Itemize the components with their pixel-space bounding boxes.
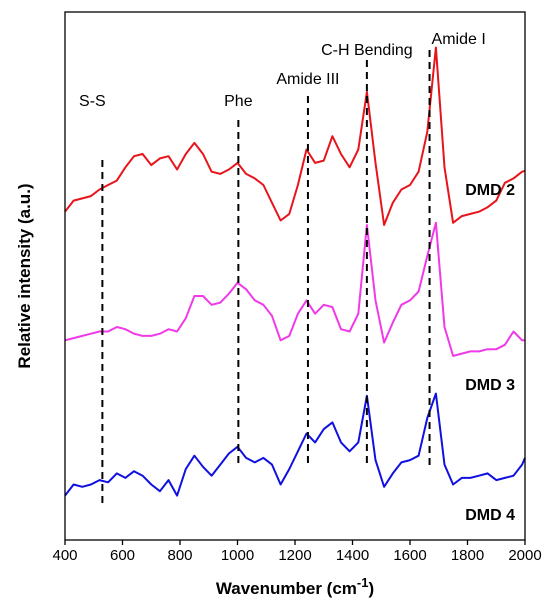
series-layer: DMD 2 DMD 3 DMD 4 — [65, 48, 525, 525]
x-tick-label: 1200 — [278, 547, 311, 564]
x-tick-label: 1400 — [336, 547, 369, 564]
annotation-label-amide-i: Amide I — [432, 31, 486, 48]
series-label-dmd-3: DMD 3 — [465, 377, 515, 394]
annotation-label-phe: Phe — [224, 93, 253, 110]
annotation-label-s-s: S-S — [79, 93, 106, 110]
x-tick-label: 800 — [167, 547, 192, 564]
annotation-label-amide-iii: Amide III — [276, 71, 339, 88]
x-tick-label: 1600 — [393, 547, 426, 564]
x-tick-label: 600 — [110, 547, 135, 564]
series-line-dmd-4 — [65, 394, 525, 496]
annotation-label-c-h-bending: C-H Bending — [321, 42, 413, 59]
x-axis-label-main: Wavenumber (cm — [216, 579, 357, 598]
series-label-dmd-2: DMD 2 — [465, 182, 515, 199]
x-tick-label: 1000 — [221, 547, 254, 564]
series-label-dmd-4: DMD 4 — [465, 507, 515, 524]
y-axis-label: Relative intensity (a.u.) — [15, 183, 34, 368]
x-tick-label: 1800 — [451, 547, 484, 564]
series-line-dmd-3 — [65, 223, 525, 356]
x-tick-label: 2000 — [508, 547, 541, 564]
x-axis-label-close: ) — [368, 579, 374, 598]
x-tick-label: 400 — [52, 547, 77, 564]
plot-frame — [65, 12, 525, 540]
x-axis-label: Wavenumber (cm-1) — [216, 575, 374, 598]
x-axis-ticks: 400 600 800 1000 1200 1400 1600 1800 2000 — [52, 540, 541, 564]
x-axis-label-superscript: -1 — [357, 575, 369, 590]
